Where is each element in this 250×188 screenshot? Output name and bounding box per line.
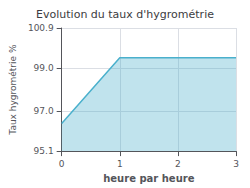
svg-text:2: 2 <box>175 159 181 169</box>
svg-text:95.1: 95.1 <box>34 146 54 156</box>
svg-text:99.0: 99.0 <box>34 63 54 73</box>
svg-text:heure par heure: heure par heure <box>103 173 194 184</box>
svg-text:1: 1 <box>117 159 123 169</box>
svg-text:Evolution du taux d'hygrométri: Evolution du taux d'hygrométrie <box>36 8 214 21</box>
svg-text:97.0: 97.0 <box>34 106 54 116</box>
svg-text:100.9: 100.9 <box>28 23 54 33</box>
svg-text:Taux hygrométrie %: Taux hygrométrie % <box>8 44 18 136</box>
svg-text:0: 0 <box>59 159 65 169</box>
svg-text:3: 3 <box>233 159 239 169</box>
